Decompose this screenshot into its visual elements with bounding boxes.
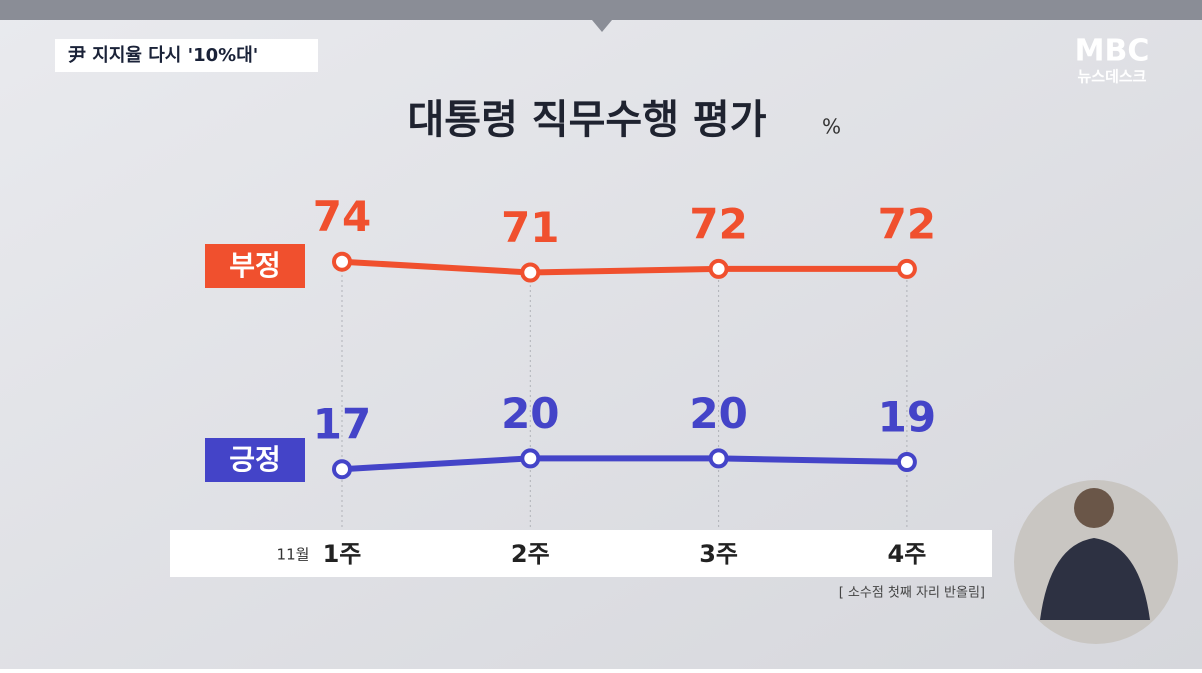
data-label: 17 xyxy=(313,400,371,449)
data-point xyxy=(708,258,729,279)
data-label: 72 xyxy=(878,199,936,248)
legend-box xyxy=(205,244,305,288)
series-line xyxy=(341,258,907,276)
data-point xyxy=(896,258,917,279)
data-point xyxy=(332,251,352,272)
x-tick-label: 4주 xyxy=(888,540,927,568)
data-label: 19 xyxy=(878,393,936,442)
logo-program: 뉴스데스크 xyxy=(1077,68,1146,86)
x-axis-band xyxy=(170,530,992,577)
x-tick-label: 3주 xyxy=(699,540,738,568)
data-point xyxy=(520,262,541,283)
x-tick-label: 2주 xyxy=(511,540,550,568)
unit: % xyxy=(822,115,841,139)
data-point xyxy=(520,448,541,469)
legend-label: 부정 xyxy=(229,249,281,282)
signer-head xyxy=(1074,488,1114,528)
data-label: 72 xyxy=(689,199,747,248)
caption-box xyxy=(55,39,318,72)
note: [ 소수점 첫째 자리 반올림] xyxy=(839,586,985,601)
legend-box xyxy=(205,438,305,482)
top-bar xyxy=(0,0,1202,20)
legend-label: 긍정 xyxy=(229,443,281,476)
data-label: 20 xyxy=(689,389,747,438)
data-label: 20 xyxy=(501,389,559,438)
x-tick-label: 1주 xyxy=(323,540,362,568)
period-label: 11월 xyxy=(277,546,310,564)
series-line xyxy=(341,455,907,473)
signer-body xyxy=(1040,538,1150,620)
data-point xyxy=(896,452,917,472)
top-notch xyxy=(592,20,612,32)
data-point xyxy=(708,448,729,469)
caption: 尹 지지율 다시 '10%대' xyxy=(68,45,258,66)
chart-title: 대통령 직무수행 평가 xyxy=(407,97,766,143)
data-label: 71 xyxy=(501,203,559,252)
data-label: 74 xyxy=(313,192,371,241)
data-point xyxy=(332,459,352,480)
logo-brand: MBC xyxy=(1075,34,1150,69)
